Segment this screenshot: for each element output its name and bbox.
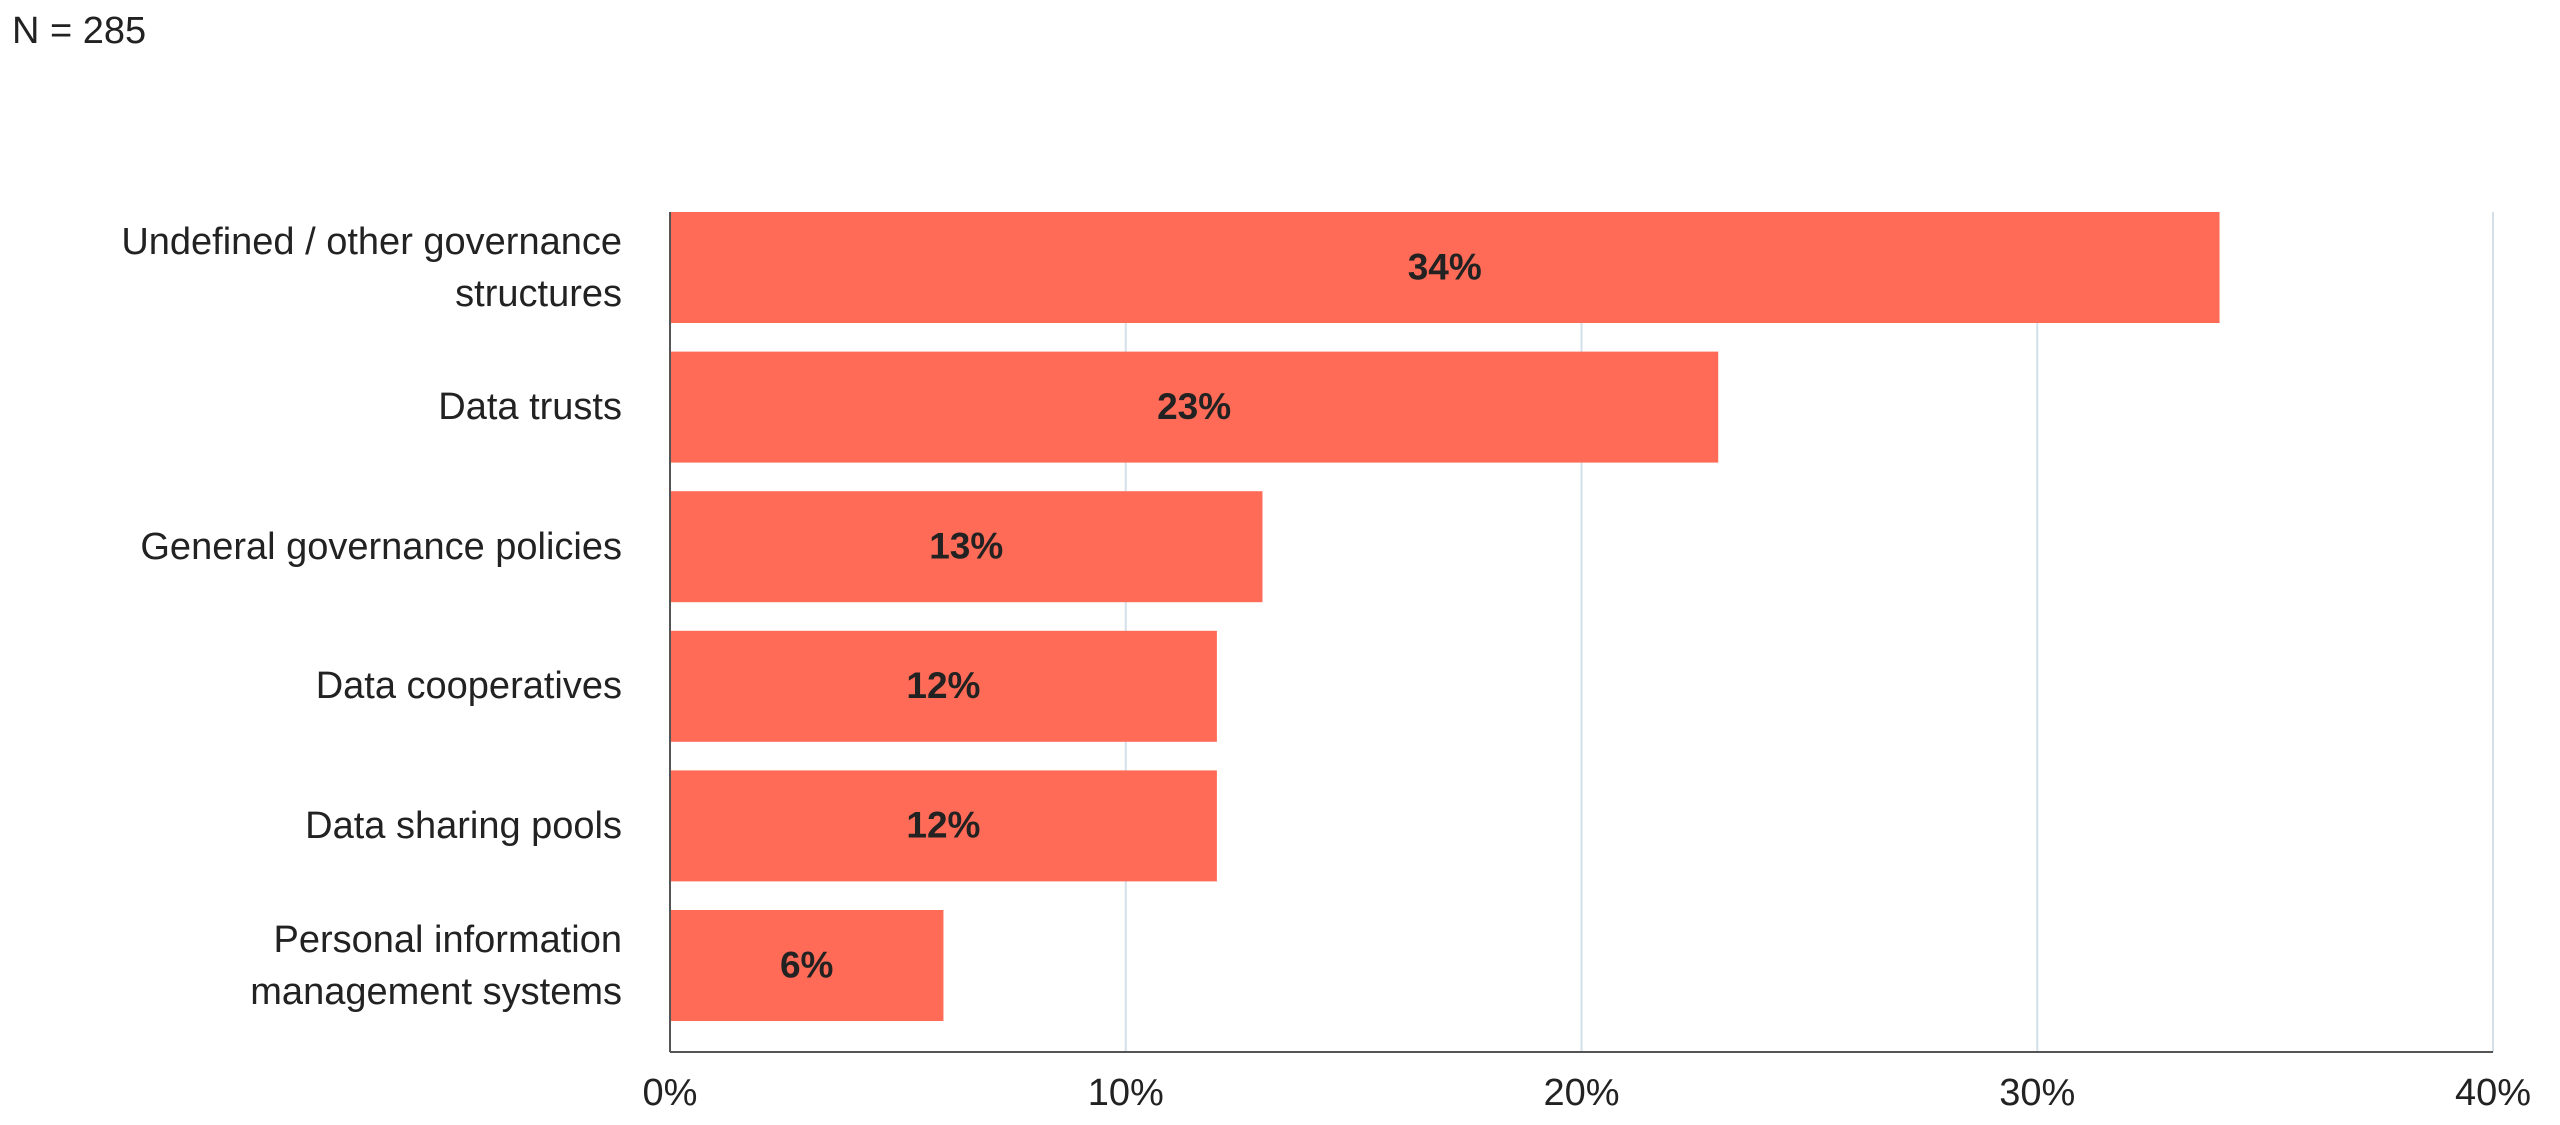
x-tick-label: 10% xyxy=(1087,1072,1164,1114)
bar xyxy=(670,910,944,1021)
category-label: Undefined / other governance structures xyxy=(121,220,622,315)
value-label: 13% xyxy=(929,525,1003,566)
value-label: 34% xyxy=(1408,246,1482,287)
category-label: Data cooperatives xyxy=(315,665,622,708)
category-label: Personal information management systems xyxy=(250,918,622,1013)
value-label: 12% xyxy=(906,665,980,706)
bar xyxy=(670,770,1217,882)
category-label: Data sharing pools xyxy=(305,804,622,847)
value-label: 6% xyxy=(780,944,833,985)
value-label: 23% xyxy=(1157,386,1231,427)
x-tick-label: 30% xyxy=(1999,1072,2076,1114)
subtitle: N = 285 xyxy=(12,10,147,52)
bar xyxy=(670,212,2220,323)
value-label: 12% xyxy=(906,805,980,846)
category-label: Data trusts xyxy=(438,386,622,429)
x-tick-label: 0% xyxy=(642,1072,698,1114)
bar xyxy=(670,351,1719,463)
category-label: General governance policies xyxy=(140,525,622,568)
bar xyxy=(670,491,1263,603)
bar xyxy=(670,630,1217,742)
x-tick-label: 40% xyxy=(2454,1072,2532,1114)
x-tick-label: 20% xyxy=(1543,1072,1620,1114)
